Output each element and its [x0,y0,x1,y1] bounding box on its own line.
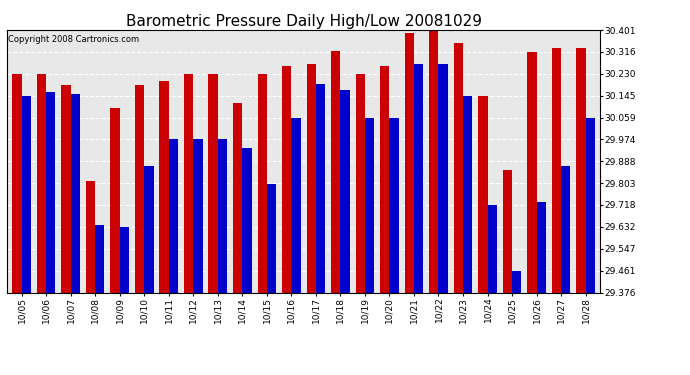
Bar [512,271,522,292]
Bar [463,96,472,292]
Bar [429,30,438,292]
Bar [46,92,55,292]
Bar [316,84,325,292]
Bar [586,118,595,292]
Bar [404,33,414,292]
Bar [37,74,46,292]
Bar [414,63,423,292]
Bar [438,63,448,292]
Bar [267,184,276,292]
Bar [86,182,95,292]
Bar [355,74,365,292]
Bar [110,108,119,292]
Bar [233,103,242,292]
Bar [95,225,104,292]
Bar [135,86,144,292]
Bar [193,139,203,292]
Bar [218,139,227,292]
Bar [561,166,571,292]
Bar [331,51,340,292]
Bar [306,63,316,292]
Bar [340,90,350,292]
Bar [282,66,291,292]
Bar [70,94,80,292]
Bar [537,202,546,292]
Bar [380,66,389,292]
Bar [12,74,21,292]
Bar [453,43,463,292]
Bar [478,96,488,292]
Bar [159,81,169,292]
Bar [389,118,399,292]
Bar [119,228,129,292]
Bar [576,48,586,292]
Bar [365,118,374,292]
Bar [527,52,537,292]
Bar [169,139,178,292]
Title: Barometric Pressure Daily High/Low 20081029: Barometric Pressure Daily High/Low 20081… [126,14,482,29]
Bar [552,48,561,292]
Bar [208,74,218,292]
Bar [488,205,497,292]
Bar [144,166,154,292]
Bar [184,74,193,292]
Bar [21,96,31,292]
Bar [257,74,267,292]
Bar [503,170,512,292]
Text: Copyright 2008 Cartronics.com: Copyright 2008 Cartronics.com [8,35,139,44]
Bar [61,86,70,292]
Bar [242,148,252,292]
Bar [291,118,301,292]
